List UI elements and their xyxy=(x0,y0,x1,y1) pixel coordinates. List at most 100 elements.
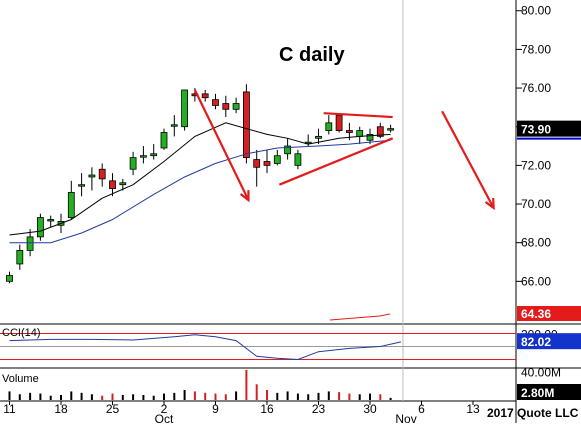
volume-bar xyxy=(111,393,114,400)
price-tick-label: 80.00 xyxy=(521,4,551,18)
ma-trace xyxy=(329,313,391,321)
ma-fast-line xyxy=(9,122,391,236)
cci-value-label: 82.02 xyxy=(521,335,551,349)
triangle-trendline xyxy=(323,112,393,119)
candle-body xyxy=(37,217,44,238)
last-price-badge xyxy=(517,120,581,137)
volume-bar xyxy=(338,392,341,400)
ma-slow-line xyxy=(9,139,391,244)
x-tick-label: 18 xyxy=(54,402,68,416)
candle-body xyxy=(212,99,219,106)
cci-line xyxy=(9,334,402,361)
month-label: Nov xyxy=(395,412,416,423)
volume-value-badge xyxy=(517,384,581,400)
volume-bar xyxy=(307,394,310,400)
volume-bar xyxy=(49,395,52,400)
trend-arrow-head xyxy=(239,190,250,203)
x-tick-label: 13 xyxy=(466,402,480,416)
volume-value-label: 2.80M xyxy=(521,386,554,400)
candle-body xyxy=(376,126,384,137)
candle-body xyxy=(109,180,116,189)
volume-bar xyxy=(173,392,176,400)
volume-bar xyxy=(183,390,186,400)
candle-body xyxy=(181,89,189,128)
candle-body xyxy=(294,153,302,166)
x-tick-label: 2 xyxy=(161,402,168,416)
price-tick-label: 78.00 xyxy=(521,42,551,56)
volume-bar xyxy=(235,391,238,400)
volume-label: Volume xyxy=(2,373,39,385)
last-price-label: 73.90 xyxy=(521,123,551,137)
candle-body xyxy=(16,250,24,265)
volume-bar xyxy=(193,391,196,400)
cci-label: CCI(14) xyxy=(2,327,41,339)
candle-body xyxy=(67,192,75,218)
volume-bar xyxy=(245,370,248,400)
x-tick-label: 11 xyxy=(3,402,16,416)
price-tick-label: 76.00 xyxy=(521,81,551,95)
volume-bar xyxy=(132,394,135,400)
volume-bar xyxy=(358,394,361,400)
volume-bar xyxy=(255,384,258,400)
candle-body xyxy=(222,103,230,110)
candle-body xyxy=(88,174,96,178)
candle-body xyxy=(78,184,85,187)
x-tick-label: 6 xyxy=(418,402,425,416)
volume-bar xyxy=(60,395,62,400)
volume-bar xyxy=(39,393,42,400)
volume-bar xyxy=(379,394,382,400)
candle-body xyxy=(26,236,34,251)
volume-bar xyxy=(389,397,392,400)
volume-bar xyxy=(204,392,207,400)
volume-bar xyxy=(276,392,279,400)
volume-bar xyxy=(152,395,155,400)
candle-body xyxy=(356,130,364,137)
candle-body xyxy=(232,103,240,110)
trend-arrow-line xyxy=(441,110,495,209)
triangle-trendline xyxy=(278,137,394,186)
volume-tick-label: 40.00M xyxy=(521,365,561,379)
price-tick-label: 70.00 xyxy=(521,197,551,211)
candle-body xyxy=(201,93,209,99)
candle-body xyxy=(150,153,158,157)
cci-value-badge xyxy=(517,333,581,350)
volume-bar xyxy=(80,392,83,400)
candle-body xyxy=(253,159,261,168)
volume-bar xyxy=(101,395,104,400)
trend-arrow-line xyxy=(193,89,250,201)
volume-bar xyxy=(286,391,289,400)
candle-body xyxy=(387,128,395,131)
candle-body xyxy=(335,114,343,131)
candle-body xyxy=(345,130,353,133)
x-tick-label: 9 xyxy=(212,402,219,416)
candle-body xyxy=(170,124,178,127)
candle-body xyxy=(98,168,106,180)
volume-bar xyxy=(317,392,320,400)
candle-body xyxy=(119,182,127,186)
candle-body xyxy=(139,155,147,158)
copyright-label: 2017 Quote LLC xyxy=(487,406,579,420)
volume-bar xyxy=(8,391,11,400)
x-tick-label: 23 xyxy=(312,402,326,416)
candle-body xyxy=(325,122,333,131)
volume-bar xyxy=(296,393,299,400)
volume-bar xyxy=(348,393,351,400)
candle-body xyxy=(160,132,168,149)
x-tick-label: 16 xyxy=(260,402,274,416)
price-tick-label: 68.00 xyxy=(521,236,551,250)
volume-bar xyxy=(266,390,268,400)
trend-arrow-head xyxy=(484,197,495,211)
chart-title: C daily xyxy=(279,44,345,66)
candle-body xyxy=(47,219,55,222)
volume-bar xyxy=(90,394,93,400)
volume-bar xyxy=(29,392,32,400)
volume-bar xyxy=(142,395,145,400)
price-tick-label: 66.00 xyxy=(521,274,551,288)
candle-body xyxy=(366,134,374,141)
x-tick-label: 30 xyxy=(363,402,377,416)
volume-bar xyxy=(70,391,73,400)
price-tick-label: 72.00 xyxy=(521,158,551,172)
volume-bar xyxy=(163,393,165,400)
